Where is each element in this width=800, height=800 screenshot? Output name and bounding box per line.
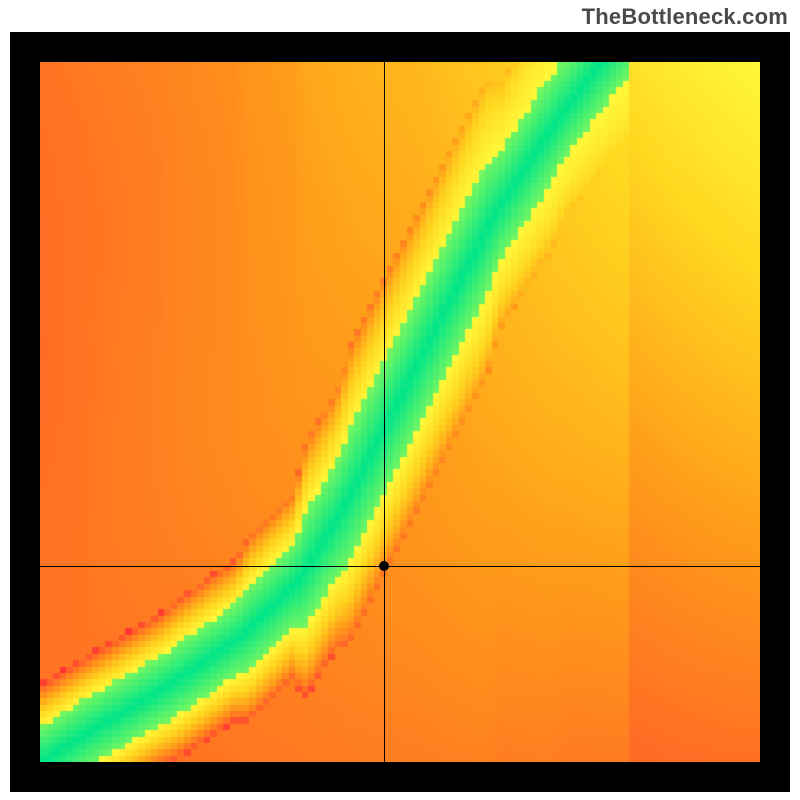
page-root: TheBottleneck.com [0,0,800,800]
heatmap-plot-wrap [40,62,760,762]
crosshair-horizontal [40,566,760,567]
heatmap-canvas [40,62,760,762]
watermark-text: TheBottleneck.com [582,4,788,30]
crosshair-vertical [384,62,385,762]
